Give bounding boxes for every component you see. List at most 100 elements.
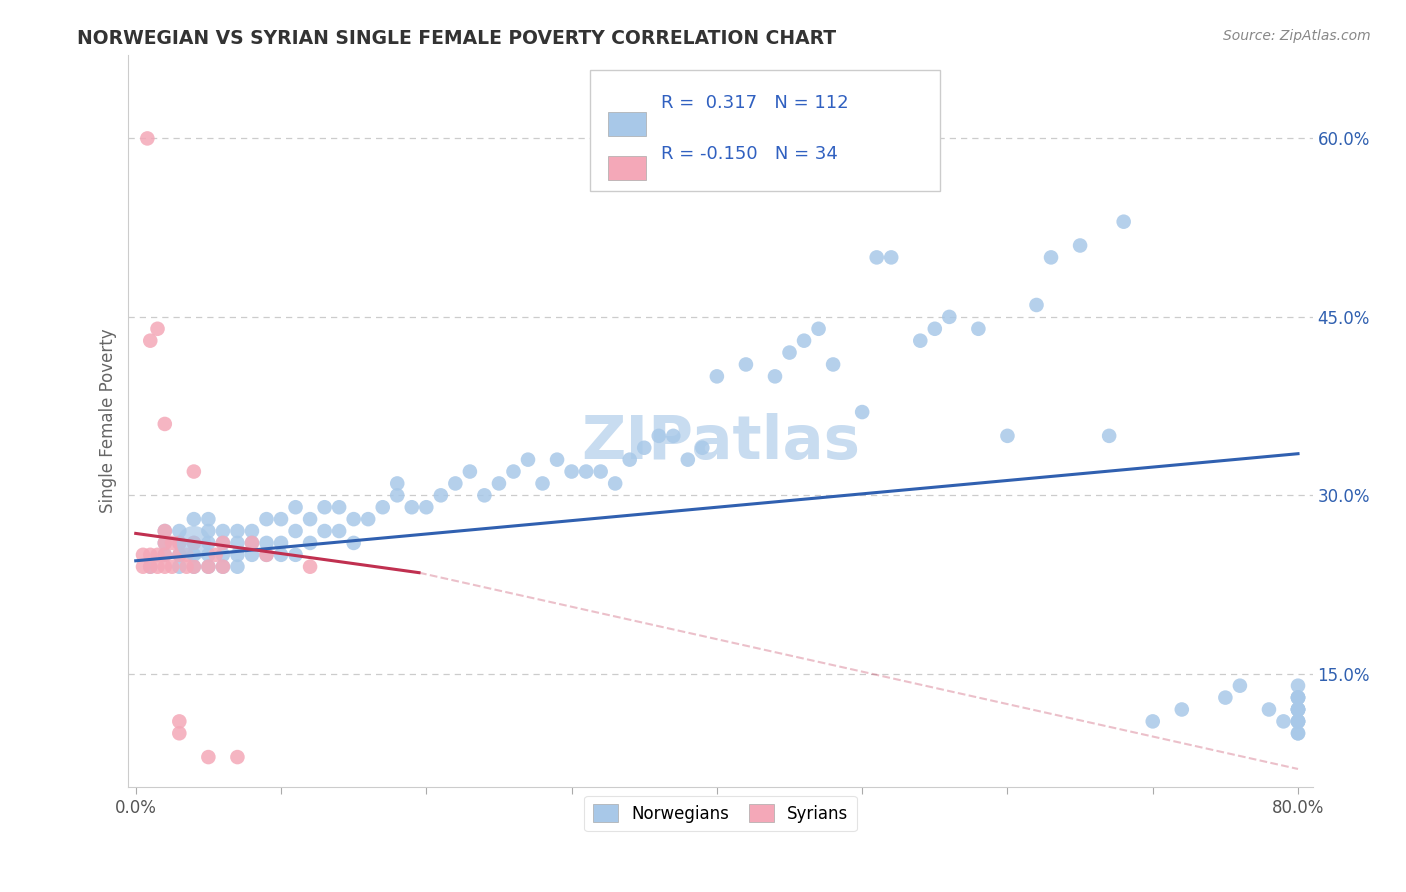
Point [176, 559, 198, 574]
Point [546, 452, 568, 467]
Point [197, 750, 219, 764]
Point [1215, 690, 1237, 705]
Point [183, 536, 205, 550]
Point [488, 476, 510, 491]
Point [1286, 702, 1309, 716]
Point [1025, 298, 1047, 312]
Point [270, 548, 292, 562]
Point [531, 476, 554, 491]
Point [153, 536, 176, 550]
Point [1098, 429, 1121, 443]
Point [169, 714, 191, 729]
Point [880, 251, 903, 265]
Point [139, 559, 162, 574]
Point [1286, 702, 1309, 716]
Point [328, 500, 350, 515]
Point [160, 559, 183, 574]
Point [240, 548, 263, 562]
Point [197, 559, 219, 574]
Point [430, 488, 453, 502]
Point [401, 500, 423, 515]
Point [169, 536, 191, 550]
Point [146, 559, 169, 574]
Text: Source: ZipAtlas.com: Source: ZipAtlas.com [1223, 29, 1371, 44]
Point [270, 512, 292, 526]
Point [146, 548, 169, 562]
Point [153, 524, 176, 538]
Point [474, 488, 496, 502]
Point [160, 536, 183, 550]
Point [589, 465, 612, 479]
Point [967, 322, 990, 336]
Point [197, 524, 219, 538]
Point [706, 369, 728, 384]
Point [1258, 702, 1281, 716]
Point [648, 429, 671, 443]
Point [212, 524, 235, 538]
Point [561, 465, 583, 479]
FancyBboxPatch shape [607, 156, 645, 179]
Point [1286, 714, 1309, 729]
Point [169, 726, 191, 740]
Point [183, 559, 205, 574]
Point [1286, 690, 1309, 705]
Point [299, 536, 322, 550]
Point [1286, 714, 1309, 729]
Point [153, 524, 176, 538]
Point [633, 441, 655, 455]
Point [314, 524, 336, 538]
Point [910, 334, 932, 348]
Point [1286, 690, 1309, 705]
Point [169, 536, 191, 550]
Point [314, 500, 336, 515]
Text: NORWEGIAN VS SYRIAN SINGLE FEMALE POVERTY CORRELATION CHART: NORWEGIAN VS SYRIAN SINGLE FEMALE POVERT… [77, 29, 837, 48]
Text: ZIPatlas: ZIPatlas [581, 413, 860, 473]
Point [938, 310, 960, 324]
Point [299, 512, 322, 526]
Point [328, 524, 350, 538]
Point [256, 512, 278, 526]
FancyBboxPatch shape [591, 70, 939, 191]
Point [256, 548, 278, 562]
Point [153, 548, 176, 562]
Point [1286, 714, 1309, 729]
Legend: Norwegians, Syrians: Norwegians, Syrians [585, 796, 856, 831]
Point [212, 548, 235, 562]
Point [197, 512, 219, 526]
Point [240, 524, 263, 538]
Point [1286, 714, 1309, 729]
Point [197, 536, 219, 550]
Point [866, 251, 889, 265]
Point [226, 536, 249, 550]
Point [1286, 726, 1309, 740]
Point [1286, 679, 1309, 693]
Point [136, 131, 159, 145]
Point [153, 559, 176, 574]
Point [183, 512, 205, 526]
Point [1286, 702, 1309, 716]
Y-axis label: Single Female Poverty: Single Female Poverty [100, 328, 117, 513]
FancyBboxPatch shape [607, 112, 645, 136]
Point [1112, 215, 1135, 229]
Point [176, 548, 198, 562]
Point [139, 334, 162, 348]
Point [226, 524, 249, 538]
Point [1171, 702, 1194, 716]
Point [1040, 251, 1063, 265]
Point [139, 548, 162, 562]
Point [517, 452, 540, 467]
Point [387, 476, 409, 491]
Point [153, 417, 176, 431]
Point [575, 465, 598, 479]
Point [1286, 726, 1309, 740]
Point [146, 322, 169, 336]
Point [1286, 702, 1309, 716]
Text: R =  0.317   N = 112: R = 0.317 N = 112 [661, 94, 849, 112]
Point [823, 358, 845, 372]
Point [153, 548, 176, 562]
Point [1286, 690, 1309, 705]
Point [502, 465, 524, 479]
Point [1069, 238, 1091, 252]
Point [387, 488, 409, 502]
Point [997, 429, 1019, 443]
